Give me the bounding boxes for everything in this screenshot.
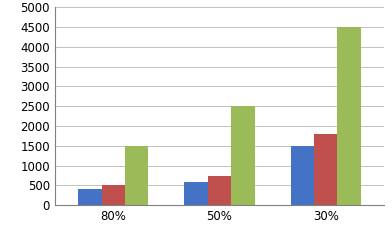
Bar (102, 185, 125, 205)
Bar (185, 181, 208, 205)
Bar (125, 146, 148, 205)
Bar (208, 176, 231, 205)
Bar (291, 146, 314, 205)
Bar (338, 27, 361, 205)
Bar (314, 134, 338, 205)
Bar (78, 190, 102, 205)
Bar (231, 106, 254, 205)
